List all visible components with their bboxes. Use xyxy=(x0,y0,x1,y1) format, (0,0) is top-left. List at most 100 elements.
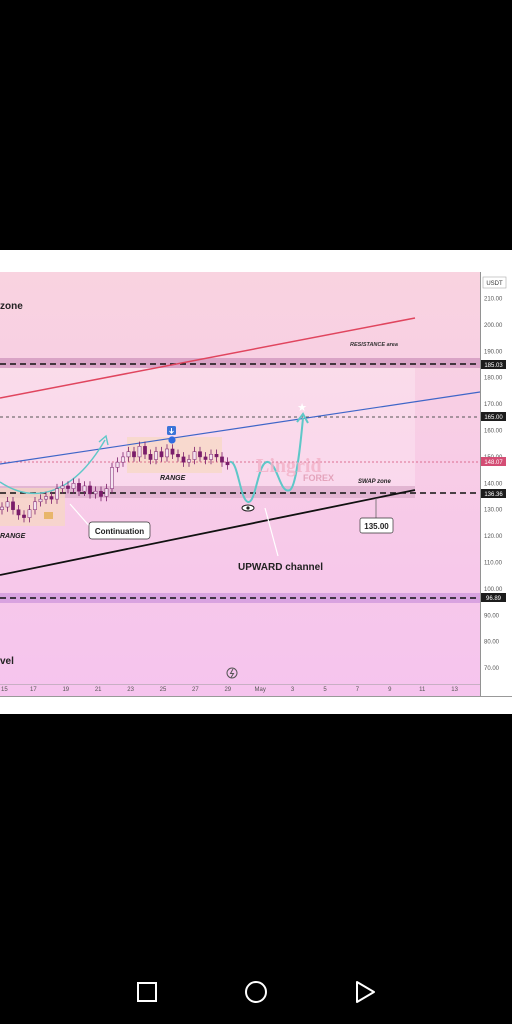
back-button[interactable] xyxy=(351,978,379,1006)
candle-body xyxy=(137,446,142,458)
time-tick-label: 7 xyxy=(356,687,360,693)
time-tick-label: 13 xyxy=(451,687,458,693)
price-tick-label: 70.00 xyxy=(484,666,500,672)
star-icon: ★ xyxy=(297,402,307,414)
eye-icon xyxy=(241,504,255,512)
arrow-down-icon xyxy=(169,428,174,434)
candle-body xyxy=(22,514,26,518)
candle-body xyxy=(203,456,208,460)
time-tick-label: 11 xyxy=(419,687,426,693)
price-tick-label: 140.00 xyxy=(484,481,503,487)
continuation-callout xyxy=(88,521,151,540)
candle-body xyxy=(115,461,120,468)
candle-body xyxy=(44,496,48,500)
time-tick-label: 29 xyxy=(224,687,231,693)
candle-body xyxy=(16,509,21,516)
candle-body xyxy=(121,456,125,463)
projection-arrow-head xyxy=(296,412,309,424)
home-button[interactable] xyxy=(242,978,270,1006)
candle-body xyxy=(225,461,230,466)
price-tag-165-text: 165.00 xyxy=(484,415,503,421)
candle-body xyxy=(88,485,92,495)
resistance-area-label: RESISTANCE area xyxy=(350,342,398,348)
currency-box[interactable] xyxy=(482,276,507,289)
candle-body xyxy=(132,451,136,458)
price-tag-current-text: 148.07 xyxy=(484,460,503,466)
candle-body xyxy=(5,501,10,508)
watermark-logo: Lingrid xyxy=(256,455,322,477)
channel-upper-trendline[interactable] xyxy=(0,391,481,465)
price-tick-label: 90.00 xyxy=(484,613,500,619)
continuation-pointer xyxy=(69,503,93,530)
candle-body xyxy=(55,488,59,500)
price-tag-185 xyxy=(481,360,506,369)
time-tick-label: 27 xyxy=(192,687,199,693)
candle-body xyxy=(159,451,164,458)
candle-body xyxy=(198,451,202,458)
continuation-label: Continuation xyxy=(95,527,144,536)
price-tag-136 xyxy=(481,489,506,498)
lightning-icon[interactable] xyxy=(226,667,238,679)
price-tag-97-text: 96.89 xyxy=(486,596,502,602)
candle-body xyxy=(99,490,103,497)
price-tick-label: 190.00 xyxy=(484,349,503,355)
time-tick-label: 19 xyxy=(62,687,69,693)
candle-body xyxy=(71,483,76,489)
candle-body xyxy=(38,498,43,503)
candle-body xyxy=(33,501,37,510)
price-tag-current xyxy=(481,457,506,466)
lightning-bolt xyxy=(229,668,235,678)
time-tick-label: 21 xyxy=(95,687,102,693)
candle-body xyxy=(82,485,87,492)
time-tick-label: 3 xyxy=(291,687,295,693)
price-tick-label: 100.00 xyxy=(484,587,503,593)
upward-channel-label: UPWARD channel xyxy=(238,562,323,573)
zone-label-top: zone xyxy=(0,301,23,312)
candle-body xyxy=(165,448,169,458)
candle-body xyxy=(11,501,15,510)
price-tick-label: 120.00 xyxy=(484,534,503,540)
candle-body xyxy=(60,485,65,489)
time-tick-label: 23 xyxy=(127,687,134,693)
price-tag-97 xyxy=(481,593,506,602)
time-tick-labels: 15 17 19 21 23 25 27 29 May 3 5 7 9 11 13 xyxy=(1,687,459,693)
target-callout xyxy=(359,517,394,534)
price-tick-label: 160.00 xyxy=(484,429,503,435)
channel-lower-trendline[interactable] xyxy=(0,489,416,576)
candle-body xyxy=(170,448,175,455)
price-tick-label: 110.00 xyxy=(484,561,503,567)
resistance-trendline[interactable] xyxy=(0,317,416,399)
candle-body xyxy=(148,454,153,460)
candle-body xyxy=(214,454,219,458)
time-tick-label: 9 xyxy=(388,687,392,693)
channel-pointer xyxy=(264,507,279,557)
range-label-middle: RANGE xyxy=(160,475,186,482)
time-tick-label: May xyxy=(255,687,266,693)
candle-body xyxy=(93,490,98,495)
price-tag-136-text: 136.36 xyxy=(484,492,503,498)
high-point-marker[interactable] xyxy=(168,436,176,444)
candle-body xyxy=(66,485,70,489)
time-tick-label: 25 xyxy=(160,687,167,693)
price-tick-label: 200.00 xyxy=(484,323,503,329)
time-tick-label: 5 xyxy=(323,687,327,693)
candle-body xyxy=(154,451,158,460)
square-icon xyxy=(137,982,157,1002)
candle-body xyxy=(143,446,147,455)
recent-apps-button[interactable] xyxy=(133,978,161,1006)
triangle-icon xyxy=(356,981,375,1003)
price-tick-label: 180.00 xyxy=(484,376,503,382)
candle-body xyxy=(176,454,180,458)
circle-icon xyxy=(245,981,267,1003)
projection-path xyxy=(229,417,304,504)
watermark-sub: FOREX xyxy=(303,473,334,483)
price-axis[interactable] xyxy=(481,272,512,696)
price-chart[interactable]: ★ Lingrid FOREX zone RESISTANCE area RAN… xyxy=(0,250,512,714)
candle-body xyxy=(49,496,54,500)
candle-body xyxy=(77,483,81,492)
price-tick-label: 210.00 xyxy=(484,297,503,303)
price-tick-label: 130.00 xyxy=(484,508,503,514)
breakout-arrow-head xyxy=(98,434,109,446)
candle-body xyxy=(192,451,197,460)
price-tag-185-text: 185.03 xyxy=(484,363,503,369)
